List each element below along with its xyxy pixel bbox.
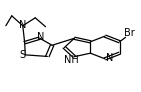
Text: S: S	[19, 50, 25, 60]
Text: NH: NH	[64, 55, 79, 65]
Text: N: N	[19, 20, 27, 30]
Text: Br: Br	[124, 28, 135, 38]
Text: N: N	[37, 32, 44, 42]
Text: N: N	[106, 53, 113, 63]
